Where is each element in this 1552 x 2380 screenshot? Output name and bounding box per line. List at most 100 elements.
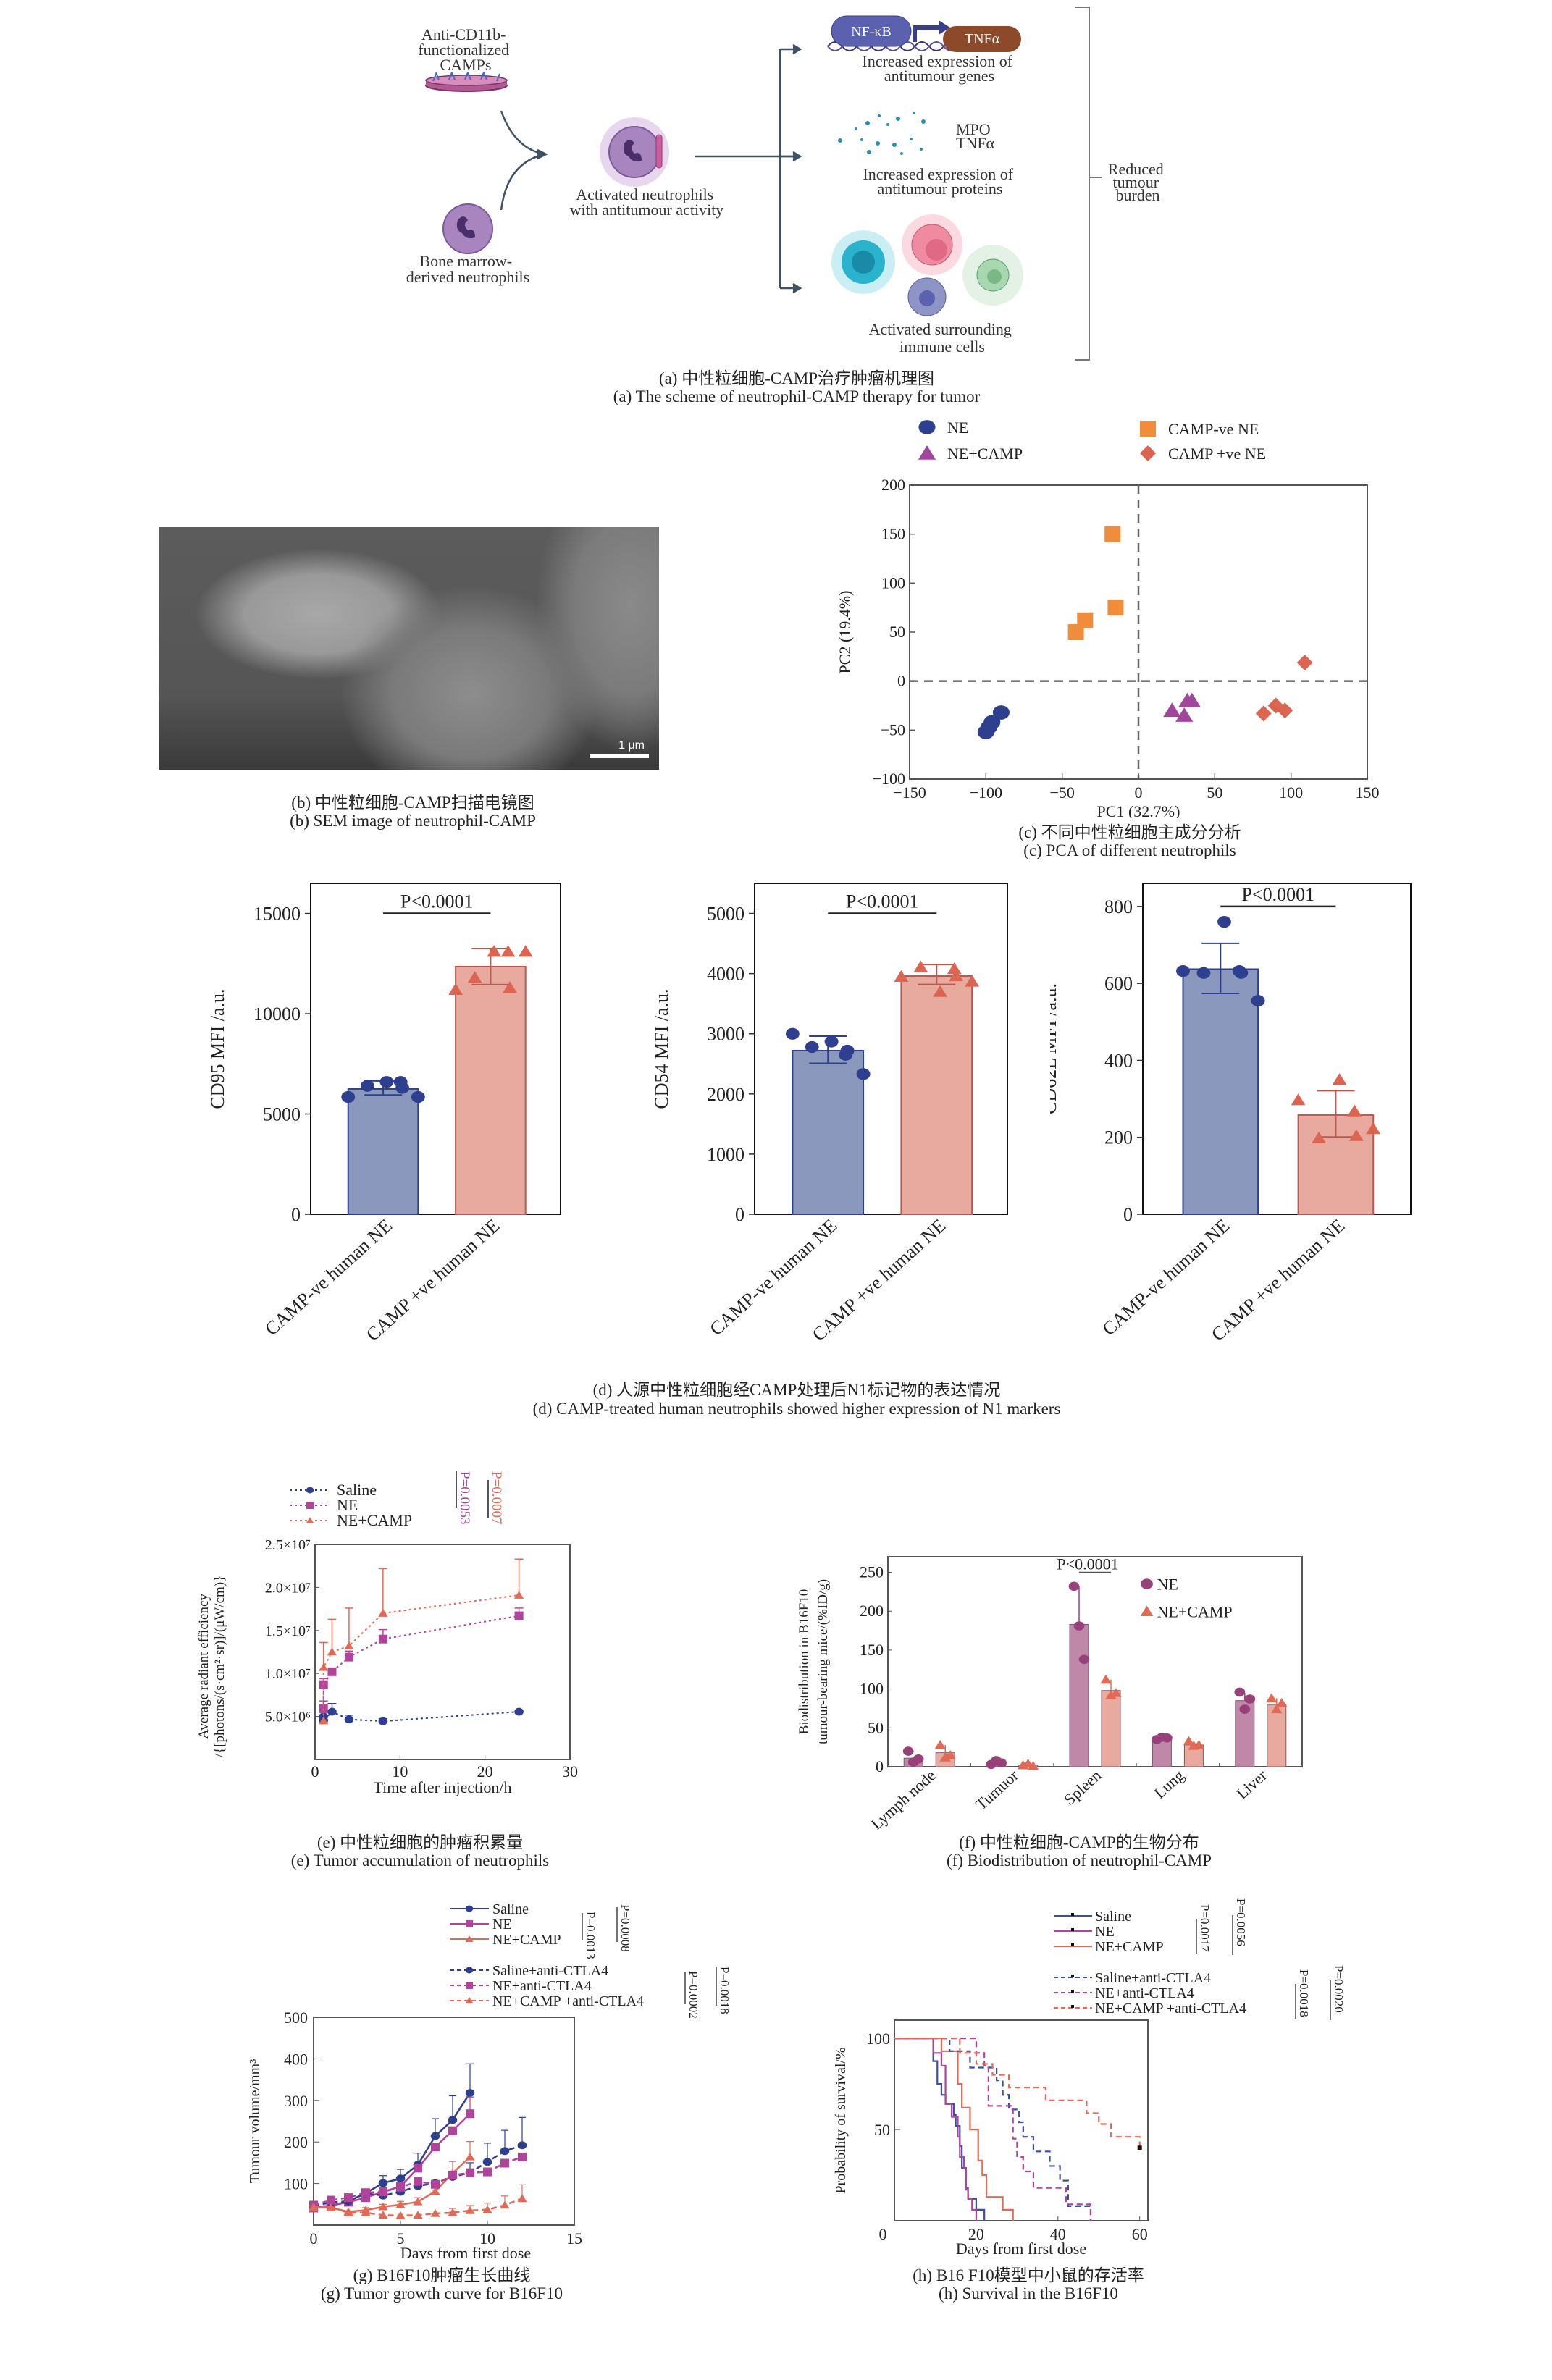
y-axis-label: Biodistribution in B16F10 — [797, 1589, 812, 1735]
data-point — [341, 1090, 356, 1103]
data-point — [944, 1749, 956, 1759]
data-point — [856, 1068, 871, 1080]
data-point — [482, 2205, 492, 2213]
y-tick-label: −100 — [873, 770, 905, 788]
data-point — [840, 1044, 855, 1057]
data-point — [327, 1647, 337, 1656]
data-point — [824, 1035, 839, 1048]
data-point — [448, 2126, 457, 2135]
caption-b-cn: (b) 中性粒细胞-CAMP扫描电镜图 — [291, 794, 534, 812]
y-tick-label: 100 — [860, 1680, 884, 1698]
input-campps-label: Anti-CD11b- functionalized CAMPs — [418, 25, 513, 74]
y-tick-label: 200 — [284, 2133, 308, 2151]
data-point — [360, 1080, 374, 1092]
data-point — [431, 2143, 440, 2152]
data-point — [482, 2158, 492, 2166]
x-tick-label: 0 — [311, 1762, 319, 1780]
y-tick-label: 100 — [881, 573, 905, 592]
p-value: P=0.0008 — [618, 1904, 632, 1952]
series-line — [322, 1615, 519, 1709]
plot-frame — [313, 2017, 575, 2226]
legend-label: NE — [947, 419, 968, 437]
data-point — [448, 2208, 458, 2216]
data-point — [1276, 1697, 1288, 1707]
protein-dots-icon — [838, 112, 926, 155]
accumulation-chart: 0 10 20 30 5.0×10⁶ 1.0×10⁷ 1.5×10⁷ 2.0×10⁷ 2.5×1… — [196, 1471, 578, 1796]
data-point — [465, 2089, 475, 2097]
data-point — [518, 2152, 527, 2161]
plot-frame — [887, 1556, 1303, 1767]
data-point — [518, 945, 533, 957]
legend-marker — [306, 1517, 314, 1523]
y-tick-label: 1.5×10⁷ — [265, 1623, 311, 1639]
x-tick-label: −50 — [1049, 783, 1074, 802]
y-tick-label: 250 — [860, 1563, 884, 1581]
series-line — [322, 1594, 519, 1721]
x-tick-label: 100 — [1279, 783, 1303, 802]
data-point — [1100, 1674, 1112, 1684]
y-tick-label: 300 — [284, 2092, 308, 2110]
survival-curve — [894, 2038, 1092, 2221]
out3-label: Activated surrounding immune cells — [869, 320, 1016, 356]
data-point — [326, 2203, 336, 2211]
data-point — [414, 2177, 422, 2186]
data-point — [1105, 1690, 1117, 1699]
caption-g-cn: (g) B16F10肿瘤生长曲线 — [353, 2266, 531, 2284]
legend-label: NE+anti-CTLA4 — [492, 1978, 592, 1994]
x-tick-label: Liver — [1233, 1766, 1271, 1803]
caption-g-en: (g) Tumor growth curve for B16F10 — [320, 2284, 563, 2303]
series-line — [314, 2156, 471, 2213]
caption-e-en: (e) Tumor accumulation of neutrophils — [290, 1851, 550, 1870]
data-point — [1078, 1654, 1090, 1665]
x-tick-label: Lung — [1150, 1766, 1187, 1802]
data-point — [1271, 1704, 1283, 1714]
censor-mark — [1137, 2145, 1142, 2150]
data-point — [1176, 965, 1190, 977]
y-tick-label: 2.0×10⁷ — [265, 1580, 311, 1596]
data-point — [431, 2179, 440, 2189]
data-point — [1348, 1129, 1364, 1141]
out2-label: Increased expression of antitumour prote… — [863, 165, 1017, 198]
p-value: P=0.0056 — [1234, 1898, 1248, 1946]
caption-f-en: (f) Biodistribution of neutrophil-CAMP — [946, 1851, 1212, 1870]
cd62l-chart: 0 200 400 600 800 CD62L MFI /a.u. CAMP-ve huma… — [1050, 883, 1412, 1345]
plot-frame — [894, 2019, 1149, 2221]
data-point — [894, 970, 909, 982]
y-tick-label: 800 — [1104, 896, 1133, 917]
y-axis-label: tumour-bearing mice/(%ID/g) — [815, 1579, 831, 1744]
caption-a-cn: (a) 中性粒细胞-CAMP治疗肿瘤机理图 — [658, 369, 935, 387]
x-tick-label: Spleen — [1060, 1766, 1104, 1809]
data-point — [500, 2158, 509, 2168]
legend-marker — [465, 1935, 474, 1942]
data-point — [395, 1082, 410, 1094]
caption-c-cn: (c) 不同中性粒细胞主成分分析 — [1018, 823, 1241, 841]
y-tick-label: 200 — [1104, 1127, 1133, 1148]
data-point — [361, 2188, 370, 2198]
data-point — [949, 969, 964, 982]
y-tick-label: 5000 — [707, 904, 744, 925]
y-axis-label: CD95 MFI /a.u. — [207, 988, 228, 1109]
legend-marker — [1071, 2005, 1074, 2008]
legend-label: NE — [492, 1917, 512, 1933]
x-tick-label: Lymph node — [868, 1766, 939, 1833]
data-point — [430, 2208, 440, 2217]
x-tick-label: Tumuor — [972, 1766, 1022, 1814]
p-value: P=0.0018 — [1297, 1969, 1311, 2017]
data-point — [934, 1739, 946, 1749]
legend-marker — [1071, 1990, 1074, 1993]
legend-label: NE — [337, 1496, 358, 1514]
y-tick-label: 5000 — [263, 1104, 301, 1125]
outcome-bracket — [1075, 7, 1102, 361]
legend-label: NE+CAMP — [947, 445, 1023, 463]
legend-marker — [918, 420, 936, 434]
p-value: P<0.0001 — [400, 891, 474, 912]
x-tick-label: 0 — [310, 2229, 318, 2247]
data-point — [514, 1591, 524, 1599]
data-point — [378, 2179, 388, 2187]
protein-markers: MPO TNFα — [956, 120, 995, 152]
x-axis-label: Days from first dose — [956, 2240, 1086, 2258]
legend-label: Saline+anti-CTLA4 — [1095, 1970, 1211, 1986]
data-point — [395, 2211, 406, 2219]
data-point — [996, 1758, 1007, 1767]
